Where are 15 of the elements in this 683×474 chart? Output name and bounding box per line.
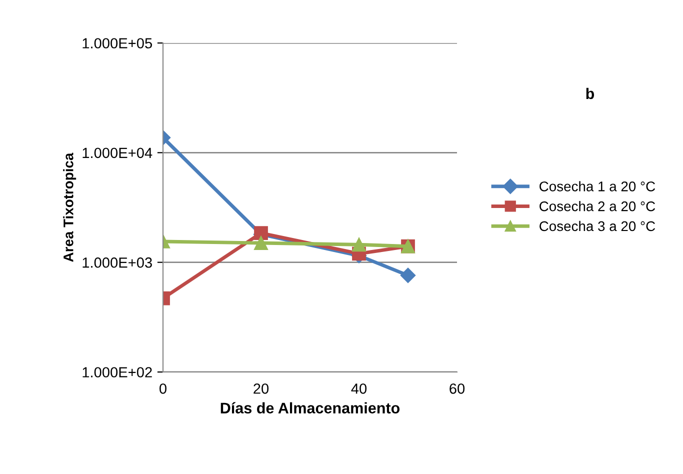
legend-label: Cosecha 3 a 20 °C — [540, 220, 656, 232]
y-axis-title: Area Tixotropica — [63, 152, 76, 262]
y-tick-label: 1.000E+04 — [82, 148, 152, 158]
x-tick-label: 20 — [254, 383, 269, 394]
x-tick-label: 40 — [351, 383, 367, 394]
legend-label: Cosecha 1 a 20 °C — [540, 181, 656, 192]
point — [352, 238, 366, 252]
text: b — [586, 88, 594, 100]
x-axis-title: Días de Almacenamiento — [220, 402, 400, 414]
x-tick-label: 0 — [160, 383, 166, 394]
y-tick-label: 1.000E+02 — [82, 367, 152, 378]
x-tick-label: 60 — [450, 383, 465, 394]
y-tick-label: 1.000E+03 — [82, 257, 152, 268]
legend-label: Cosecha 2 a 20 °C — [540, 201, 656, 212]
y-tick-label: 1.000E+05 — [82, 38, 152, 48]
